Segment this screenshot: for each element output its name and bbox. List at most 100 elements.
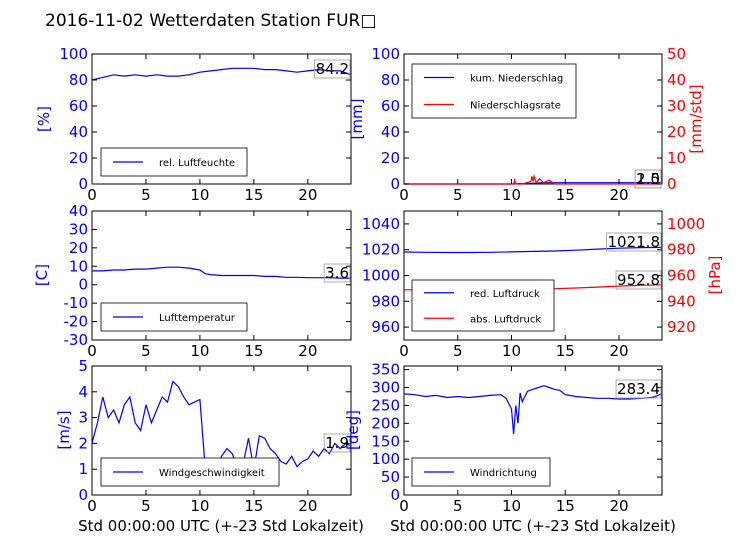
x-tick-label: 0 [399, 186, 409, 204]
last-value-text: 2.5 [636, 170, 660, 188]
y-tick-label: 50 [381, 468, 400, 486]
legend: rel. Luftfeuchte [100, 147, 248, 177]
last-value-box [615, 379, 662, 399]
y2-tick-label: 0 [667, 175, 677, 193]
subplot-pressure: 0 5 10 15 20 960 980 1000 1020 1040 920 940 960 980 10… [362, 210, 724, 360]
y-tick-label: 80 [69, 71, 88, 89]
y-axis-label: [C] [33, 264, 51, 286]
legend-label: red. Luftdruck [470, 289, 540, 300]
axes-frame [91, 210, 352, 341]
y2-tick-label: 1000 [667, 215, 705, 233]
y-axis-label: [%] [35, 106, 53, 132]
y-tick-label: 300 [371, 379, 400, 397]
x-tick-label: 15 [556, 186, 575, 204]
y-tick-label: 0 [78, 175, 88, 193]
last-value-annotation: 283.4 [615, 379, 662, 399]
x-tick-label: 20 [298, 342, 317, 360]
y-tick-label: 200 [371, 414, 400, 432]
x-tick-label: 10 [502, 342, 521, 360]
legend-box [411, 63, 577, 119]
x-tick-label: 10 [502, 497, 521, 515]
subplot-winddir: 0 5 10 15 20050100150200250300350[deg]Windri… [344, 361, 663, 515]
x-tick-label: 10 [190, 497, 209, 515]
y2-tick-label: 920 [667, 318, 696, 336]
y-tick-label: 20 [381, 149, 400, 167]
legend-label: rel. Luftfeuchte [159, 158, 235, 169]
last-value-text: 3.6 [325, 264, 349, 282]
y-tick-label: 100 [59, 45, 88, 63]
y-tick-label: 20 [69, 149, 88, 167]
y-axis-label: [deg] [344, 410, 362, 450]
x-axis-label-left: Std 00:00:00 UTC (+-23 Std Lokalzeit) [78, 517, 364, 535]
series-line-0 [91, 67, 352, 81]
legend-label: Niederschlagsrate [470, 101, 561, 112]
legend-label: kum. Niederschlag [470, 74, 563, 85]
axes-frame [403, 365, 663, 496]
y2-tick-label: 50 [667, 45, 686, 63]
y-tick-label: 60 [381, 97, 400, 115]
legend: Windrichtung [411, 457, 551, 487]
last-value-box [323, 263, 351, 283]
x-tick-label: 15 [556, 342, 575, 360]
subplot-precipitation: 0 5 10 15 20 0 20 40 60 80 100 0 10 20 30 40 50 [mm] [mm/s… [348, 45, 705, 204]
x-axis-label-right: Std 00:00:00 UTC (+-23 Std Lokalzeit) [390, 517, 676, 535]
y-tick-label: 980 [371, 292, 400, 310]
last-value-annotation: 3.6 [323, 263, 351, 283]
y-tick-label: 30 [69, 220, 88, 238]
x-tick-label: 20 [298, 186, 317, 204]
last-value-text: 1021.8 [608, 233, 661, 251]
axes-frame [403, 53, 663, 185]
x-tick-label: 0 [87, 342, 97, 360]
y-tick-label: -10 [64, 294, 89, 312]
legend: Lufttemperatur [100, 302, 248, 332]
y-tick-label: 350 [371, 361, 400, 379]
y2-tick-label: 40 [667, 71, 686, 89]
last-value-text: 952.8 [617, 271, 660, 289]
last-value-annotation: 1021.8 [606, 232, 662, 252]
x-tick-label: 5 [453, 342, 463, 360]
y-tick-label: 10 [69, 257, 88, 275]
y-tick-label: 100 [371, 450, 400, 468]
y-tick-label: 100 [371, 45, 400, 63]
x-tick-label: 20 [609, 342, 628, 360]
figure-title: 2016-11-02 Wetterdaten Station FUR□ [45, 11, 376, 31]
y-tick-label: 1000 [362, 267, 400, 285]
y-tick-label: 0 [390, 486, 400, 504]
legend-box [411, 457, 551, 487]
series-line-0 [92, 266, 351, 279]
y-tick-label: 1 [78, 460, 88, 478]
x-tick-label: 5 [141, 186, 151, 204]
legend-label: Windgeschwindigkeit [159, 468, 265, 479]
last-value-box [323, 433, 351, 453]
legend: Windgeschwindigkeit [100, 457, 280, 487]
y2-tick-label: 30 [667, 97, 686, 115]
last-value-text: 283.4 [617, 380, 660, 398]
x-tick-label: 0 [87, 497, 97, 515]
series-line-1 [404, 173, 662, 185]
y2-tick-label: 980 [667, 241, 696, 259]
x-tick-label: 5 [453, 186, 463, 204]
axes-frame [91, 53, 352, 185]
x-tick-label: 0 [399, 497, 409, 515]
y-tick-label: 4 [78, 383, 88, 401]
y2-axis-label: [mm/std] [687, 84, 705, 153]
y-tick-label: 40 [69, 123, 88, 141]
y-tick-label: 150 [371, 432, 400, 450]
subplot-humidity: 0 5 10 15 20 0 20 40 60 80 100 [%] rel. Luftfeuchte 8… [35, 45, 352, 204]
y-tick-label: 80 [381, 71, 400, 89]
x-tick-label: 15 [244, 186, 263, 204]
x-tick-label: 20 [609, 186, 628, 204]
legend: kum. Niederschlag Niederschlagsrate [411, 63, 577, 119]
y2-tick-label: 940 [667, 292, 696, 310]
y2-tick-label: 960 [667, 267, 696, 285]
last-value-text: 1.0 [636, 170, 660, 188]
y-tick-label: 20 [69, 239, 88, 257]
x-tick-label: 5 [141, 342, 151, 360]
y-tick-label: 40 [69, 202, 88, 220]
x-tick-label: 15 [244, 342, 263, 360]
last-value-box [634, 169, 662, 189]
y-tick-label: 40 [381, 123, 400, 141]
legend: red. Luftdruck abs. Luftdruck [411, 279, 555, 332]
y-tick-label: 250 [371, 396, 400, 414]
